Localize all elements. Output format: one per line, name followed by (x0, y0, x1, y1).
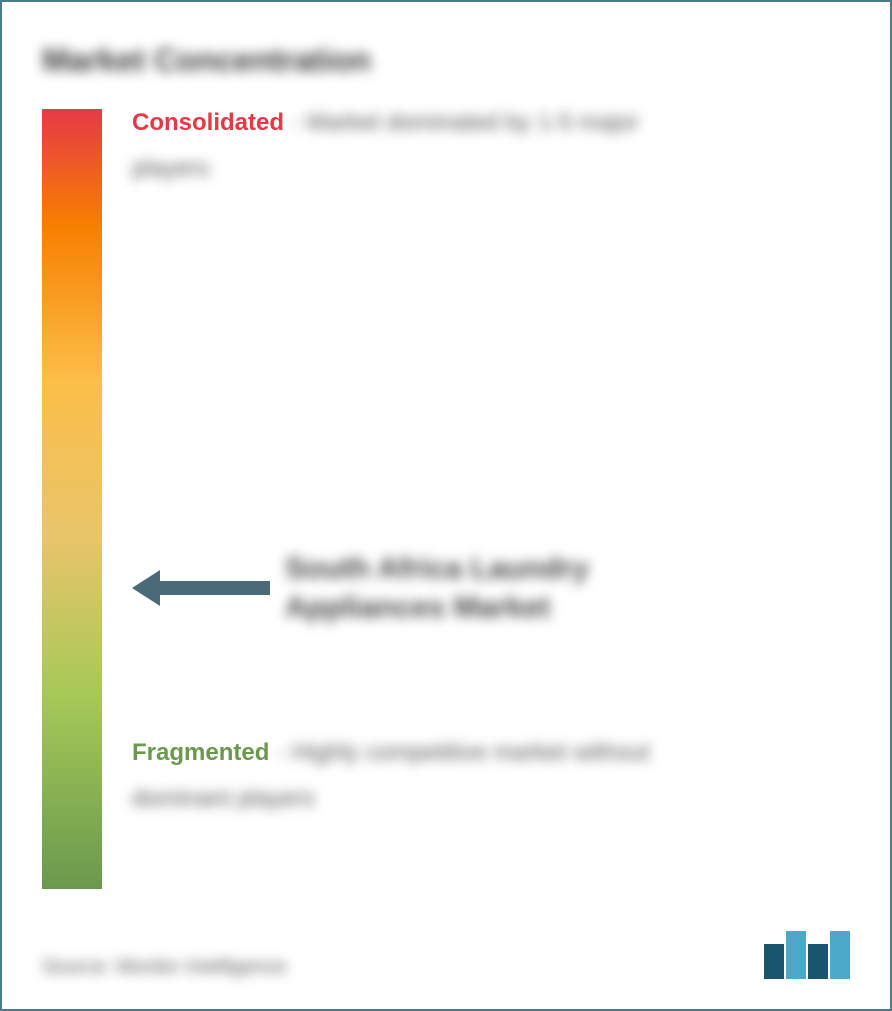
consolidated-description: - Market dominated by 1-5 major (292, 109, 639, 137)
consolidated-row: Consolidated - Market dominated by 1-5 m… (132, 109, 639, 137)
market-name-line2: Appliances Market (285, 588, 589, 627)
content-area: Consolidated - Market dominated by 1-5 m… (42, 109, 850, 909)
source-text: Source: Mordor Intelligence (42, 956, 287, 979)
market-indicator: South Africa Laundry Appliances Market (132, 549, 589, 627)
arrow-icon (132, 570, 270, 606)
arrow-body (160, 581, 270, 595)
market-name-line1: South Africa Laundry (285, 549, 589, 588)
logo-bar (830, 931, 850, 979)
fragmented-section: Fragmented - Highly competitive market w… (132, 739, 650, 813)
logo-bar (786, 931, 806, 979)
text-area: Consolidated - Market dominated by 1-5 m… (132, 109, 850, 909)
page-title: Market Concentration (42, 42, 850, 79)
logo-bar (764, 944, 784, 979)
logo-bar (808, 944, 828, 979)
fragmented-description: - Highly competitive market without (277, 739, 649, 767)
arrow-head (132, 570, 160, 606)
footer: Source: Mordor Intelligence (42, 931, 850, 979)
consolidated-description2: players (132, 155, 639, 183)
fragmented-label: Fragmented (132, 739, 269, 767)
logo-icon (764, 931, 850, 979)
consolidated-section: Consolidated - Market dominated by 1-5 m… (132, 109, 639, 183)
concentration-gradient-bar (42, 109, 102, 889)
fragmented-description2: dominant players (132, 785, 650, 813)
market-name-container: South Africa Laundry Appliances Market (285, 549, 589, 627)
consolidated-label: Consolidated (132, 109, 284, 137)
fragmented-row: Fragmented - Highly competitive market w… (132, 739, 650, 767)
infographic-container: Market Concentration Consolidated - Mark… (0, 0, 892, 1011)
